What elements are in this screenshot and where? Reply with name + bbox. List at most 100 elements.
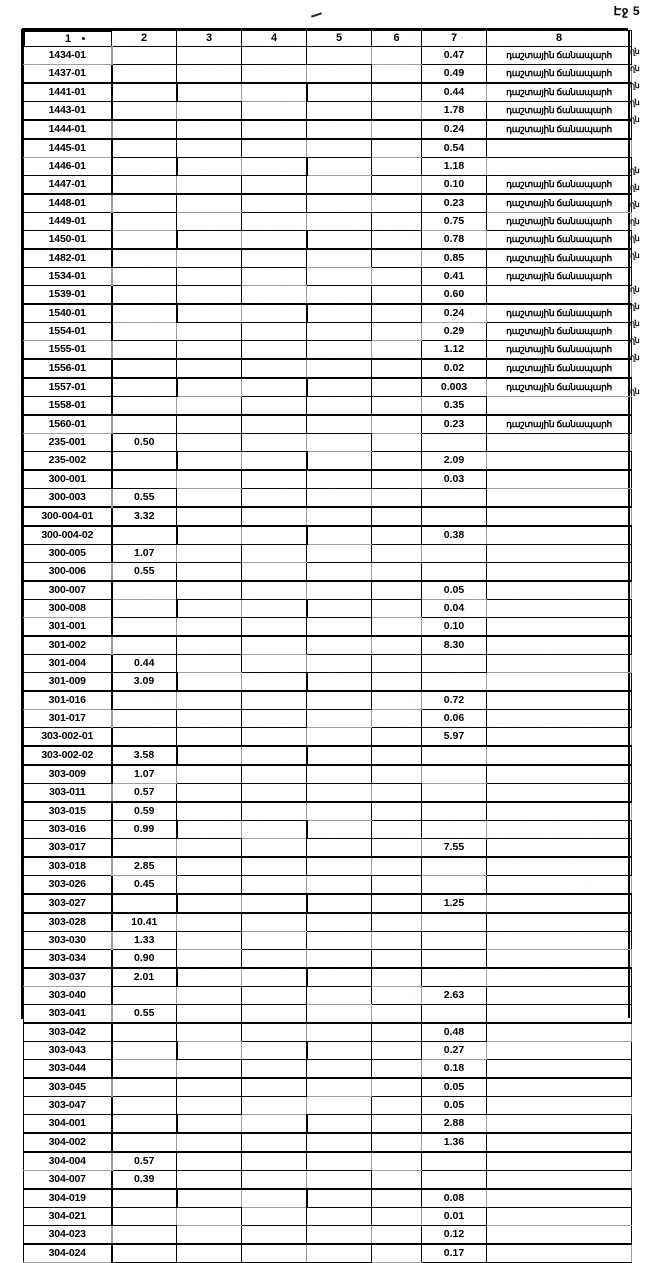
- cell-col4: [241, 1041, 308, 1060]
- cell-col6: [371, 138, 422, 158]
- cell-col2: [111, 1041, 178, 1060]
- cell-col3: [176, 525, 242, 545]
- table-row: 1534-01 0.41 դաշտային ճանապարհ: [23, 267, 632, 286]
- cell-col5: [306, 451, 372, 471]
- cell-col4: [241, 745, 308, 766]
- cell-col7: [421, 1004, 487, 1024]
- cell-col2: 0.45: [111, 875, 177, 895]
- cell-col1: 1445-01: [23, 138, 113, 158]
- cell-col3: [176, 212, 242, 231]
- cell-col3: [176, 46, 242, 65]
- cell-col3: [176, 838, 242, 858]
- cell-col2: [111, 1207, 177, 1226]
- cell-col1: 301-002: [23, 635, 113, 655]
- cell-col8: [486, 1188, 632, 1208]
- table-header-row: 1 2 3 4 5 6 7 8: [22, 29, 632, 47]
- table-row: 303-040 2.63: [23, 986, 632, 1005]
- cell-col4: [241, 727, 307, 747]
- cell-col3: [176, 230, 242, 250]
- cell-col1: 301-016: [23, 690, 113, 710]
- margin-fragment: [630, 485, 648, 502]
- cell-col1: 303-017: [23, 838, 113, 858]
- table-row: 1447-01 0.10 դաշտային ճանապարհ: [23, 175, 632, 195]
- cell-col5: [306, 1170, 372, 1190]
- cell-col5: [306, 967, 372, 987]
- cell-col2: 0.90: [111, 949, 177, 969]
- table-row: 1554-01 0.29 դաշտային ճանապարհ: [23, 322, 632, 341]
- cell-col6: [371, 856, 422, 876]
- table-row: 300-004-02 0.38: [23, 525, 632, 545]
- cell-col2: [111, 285, 177, 305]
- cell-col6: [371, 64, 422, 84]
- cell-col4: [241, 1207, 307, 1226]
- table-row: 303-026 0.45: [23, 875, 632, 895]
- cell-col1: 304-023: [23, 1225, 113, 1245]
- cell-col1: 303-009: [23, 764, 113, 784]
- table-row: 304-024 0.17: [23, 1243, 632, 1263]
- table-row: 1558-01 0.35: [23, 396, 632, 416]
- margin-fragment: [630, 944, 648, 961]
- margin-fragment: [630, 1029, 648, 1046]
- margin-fragment: [630, 1097, 648, 1114]
- cell-col2: [111, 358, 177, 379]
- cell-col2: [111, 838, 177, 858]
- cell-col8: [486, 1059, 632, 1079]
- margin-fragment: [630, 417, 648, 434]
- table-row: 1444-01 0.24 դաշտային ճանապարհ: [23, 119, 632, 140]
- cell-col4: [241, 1151, 307, 1171]
- table-row: 1482-01 0.85 դաշտային ճանապարհ: [23, 248, 632, 268]
- margin-fragment: ղն: [630, 336, 640, 345]
- cell-col7: 0.01: [421, 1207, 487, 1226]
- cell-col8: դաշտային ճանապարհ: [486, 193, 632, 213]
- cell-col1: 303-002-02: [23, 745, 113, 766]
- cell-col7: 8.30: [421, 635, 487, 655]
- table-row: 300-008 0.04: [23, 599, 632, 618]
- cell-col8: [486, 1077, 632, 1097]
- cell-col2: 0.44: [111, 654, 177, 673]
- cell-col4: [241, 672, 308, 692]
- table-row: 300-001 0.03: [23, 469, 632, 489]
- cell-col6: [371, 451, 422, 471]
- cell-col5: [306, 64, 372, 84]
- margin-fragment: [630, 774, 648, 791]
- cell-col4: [241, 1225, 307, 1245]
- cell-col4: [241, 580, 307, 600]
- cell-col6: [371, 893, 422, 914]
- page-number-label: Էջ 5: [613, 4, 640, 18]
- cell-col4: [241, 322, 307, 341]
- cell-col3: [176, 727, 242, 747]
- cell-col6: [371, 1059, 422, 1079]
- cell-col3: [176, 764, 242, 784]
- cell-col1: 303-037: [23, 967, 113, 987]
- cell-col2: 0.55: [111, 562, 177, 582]
- cell-col8: [486, 672, 632, 692]
- cell-col6: [371, 1077, 422, 1097]
- margin-fragment: [630, 400, 648, 417]
- cell-col6: [371, 46, 422, 65]
- cell-col7: [421, 1170, 487, 1190]
- cell-col3: [176, 285, 242, 305]
- cell-col5: [306, 1059, 372, 1079]
- cell-col1: 1554-01: [23, 322, 113, 341]
- cell-col1: 1448-01: [23, 193, 113, 213]
- cell-col2: [111, 119, 177, 140]
- table-row: 301-002 8.30: [23, 635, 632, 655]
- cell-col3: [176, 267, 242, 286]
- cell-col6: [371, 377, 422, 397]
- cell-col3: [176, 1132, 242, 1153]
- cell-col3: [176, 157, 242, 176]
- cell-col4: [241, 119, 307, 140]
- cell-col4: [241, 617, 307, 637]
- table-row: 303-009 1.07: [23, 764, 632, 784]
- cell-col2: [111, 175, 177, 195]
- table-row: 303-027 1.25: [23, 893, 632, 914]
- cell-col7: [421, 562, 487, 582]
- cell-col2: [111, 1243, 177, 1263]
- cell-col3: [176, 64, 242, 84]
- cell-col8: [486, 838, 632, 858]
- margin-fragment: [630, 927, 648, 944]
- cell-col2: 0.39: [111, 1170, 177, 1190]
- margin-fragment: ղն: [630, 200, 640, 209]
- cell-col8: [486, 949, 632, 969]
